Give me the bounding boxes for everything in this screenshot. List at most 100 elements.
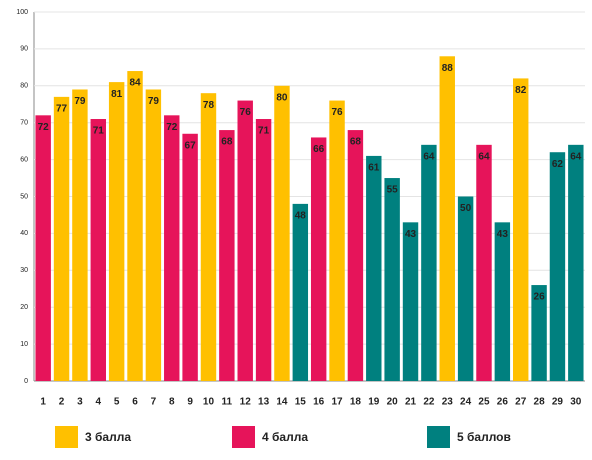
- x-tick-label: 16: [313, 397, 325, 408]
- data-label: 64: [423, 151, 435, 162]
- x-tick-label: 15: [295, 397, 307, 408]
- data-label: 61: [368, 163, 380, 174]
- x-tick-label: 21: [405, 397, 417, 408]
- x-tick-label: 28: [534, 397, 546, 408]
- x-tick-label: 27: [515, 397, 527, 408]
- x-tick-label: 7: [151, 397, 157, 408]
- bar: [200, 93, 217, 382]
- data-label: 68: [350, 137, 362, 148]
- x-tick-label: 6: [132, 397, 138, 408]
- y-tick-label: 40: [20, 230, 28, 237]
- bar: [568, 144, 584, 381]
- bar: [274, 85, 290, 382]
- x-tick-label: 18: [350, 397, 362, 408]
- y-tick-label: 100: [16, 9, 28, 16]
- y-tick-label: 20: [20, 304, 28, 311]
- data-label: 48: [295, 211, 307, 222]
- bar: [531, 285, 547, 381]
- x-tick-label: 3: [77, 397, 83, 408]
- x-tick-label: 4: [96, 397, 102, 408]
- bar: [182, 133, 198, 381]
- x-tick-label: 2: [59, 397, 65, 408]
- bar: [439, 56, 455, 381]
- x-tick-label: 25: [478, 397, 490, 408]
- x-tick-label: 23: [442, 397, 454, 408]
- bar: [494, 222, 511, 381]
- bar: [145, 89, 162, 382]
- data-label: 79: [74, 96, 86, 107]
- x-tick-label: 19: [368, 397, 380, 408]
- data-label: 43: [497, 229, 509, 240]
- x-tick-label: 11: [222, 397, 233, 408]
- legend-label: 5 баллов: [457, 430, 511, 444]
- x-tick-label: 1: [40, 397, 46, 408]
- x-tick-label: 29: [552, 397, 564, 408]
- x-tick-label: 10: [203, 397, 215, 408]
- y-tick-label: 0: [24, 378, 28, 385]
- data-label: 66: [313, 144, 325, 155]
- bar: [549, 152, 566, 381]
- bar: [127, 71, 143, 381]
- bar: [108, 82, 125, 382]
- data-label: 71: [258, 126, 270, 137]
- legend-swatch: [55, 426, 78, 448]
- bar: [90, 119, 106, 381]
- data-label: 76: [331, 107, 343, 118]
- data-label: 81: [111, 89, 123, 100]
- y-tick-label: 80: [20, 83, 28, 90]
- data-label: 78: [203, 100, 215, 111]
- bar: [384, 178, 400, 381]
- bar: [164, 115, 180, 381]
- x-tick-label: 24: [460, 397, 472, 408]
- data-label: 26: [534, 292, 546, 303]
- x-tick-label: 30: [570, 397, 582, 408]
- data-label: 77: [56, 104, 68, 115]
- x-tick-label: 14: [276, 397, 288, 408]
- bar: [476, 144, 492, 381]
- data-label: 79: [148, 96, 160, 107]
- legend-swatch: [427, 426, 450, 448]
- x-tick-label: 17: [331, 397, 343, 408]
- bar: [402, 222, 419, 381]
- x-tick-label: 9: [187, 397, 193, 408]
- bar: [35, 115, 51, 381]
- legend-swatch: [232, 426, 255, 448]
- y-tick-label: 50: [20, 193, 28, 200]
- data-label: 55: [387, 185, 399, 196]
- x-tick-label: 22: [423, 397, 435, 408]
- bar: [237, 100, 253, 381]
- data-label: 71: [93, 126, 105, 137]
- bar: [292, 203, 309, 381]
- bar: [72, 89, 88, 382]
- bar: [329, 100, 345, 381]
- data-label: 64: [478, 151, 490, 162]
- legend-label: 3 балла: [85, 430, 131, 444]
- bar: [53, 96, 70, 382]
- data-label: 64: [570, 151, 582, 162]
- bar: [366, 155, 382, 381]
- bar: [310, 137, 327, 381]
- data-label: 72: [38, 122, 50, 133]
- data-label: 82: [515, 85, 527, 96]
- data-label: 72: [166, 122, 178, 133]
- x-tick-label: 8: [169, 397, 175, 408]
- data-label: 80: [276, 92, 288, 103]
- x-tick-label: 5: [114, 397, 120, 408]
- data-label: 68: [221, 137, 233, 148]
- y-tick-label: 90: [20, 46, 28, 53]
- data-label: 62: [552, 159, 564, 170]
- x-tick-label: 20: [387, 397, 399, 408]
- bar: [347, 130, 364, 381]
- bar: [219, 130, 235, 381]
- y-tick-label: 30: [20, 267, 28, 274]
- y-tick-label: 70: [20, 120, 28, 127]
- bar: [513, 78, 529, 382]
- data-label: 76: [240, 107, 252, 118]
- x-tick-label: 12: [240, 397, 252, 408]
- data-label: 43: [405, 229, 417, 240]
- y-tick-label: 10: [20, 341, 28, 348]
- data-label: 67: [185, 140, 197, 151]
- data-label: 88: [442, 63, 454, 74]
- bar: [255, 119, 272, 381]
